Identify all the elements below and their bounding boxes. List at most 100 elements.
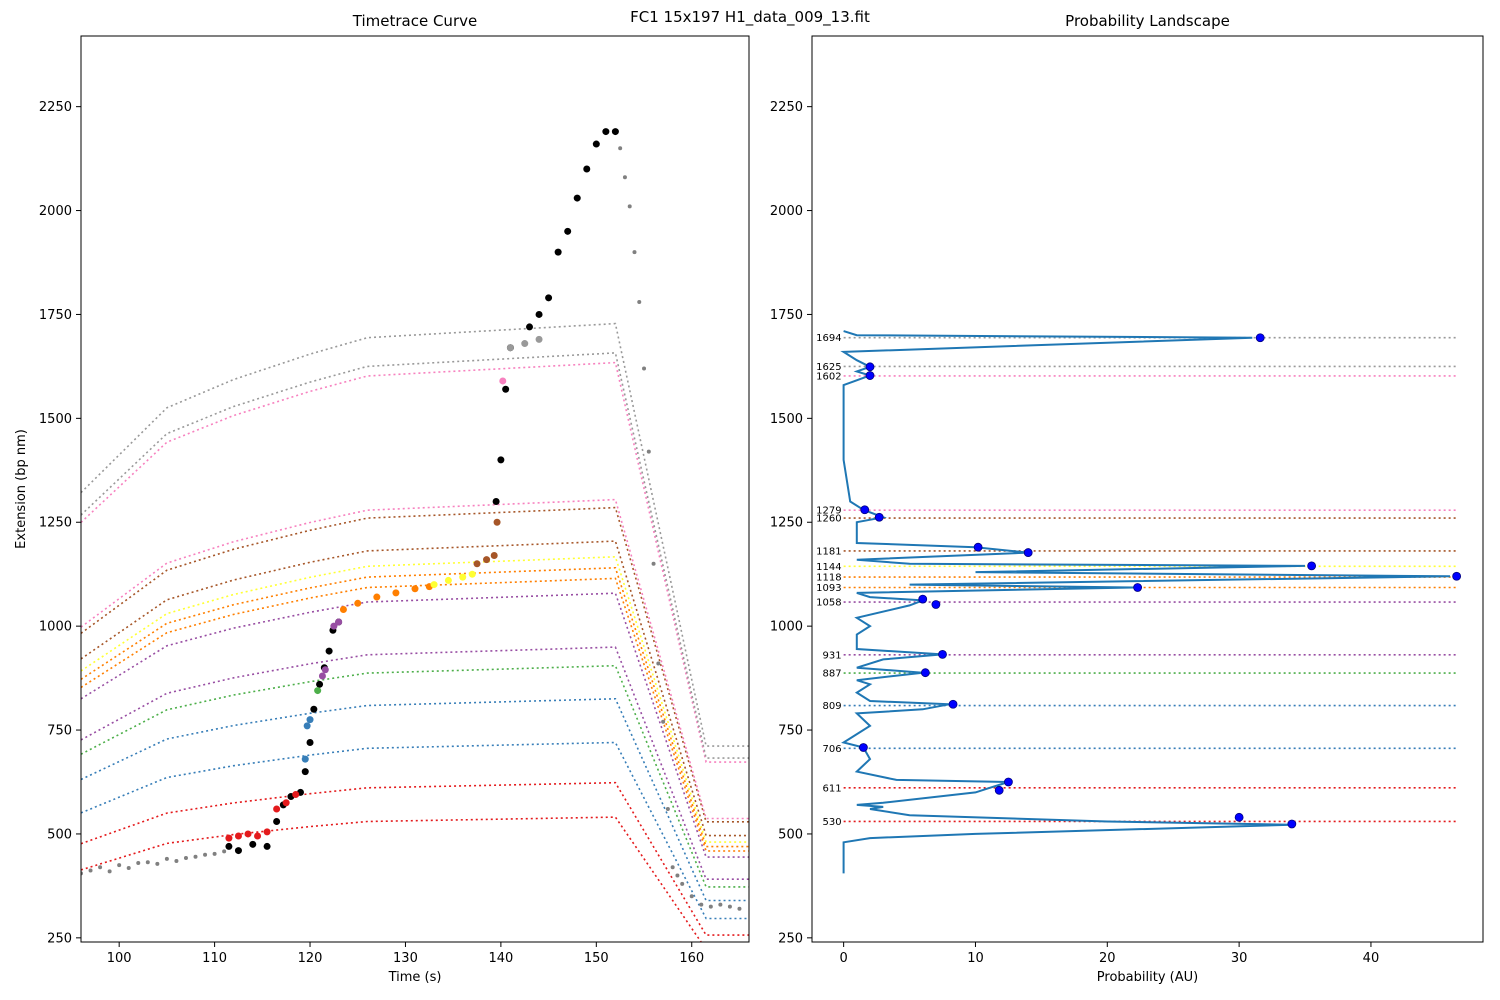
data-point	[497, 456, 505, 464]
level-curve	[81, 646, 749, 881]
data-point	[526, 323, 534, 331]
data-point	[499, 377, 507, 385]
data-point	[155, 861, 160, 866]
data-point	[254, 832, 262, 840]
data-point	[554, 248, 562, 256]
data-point	[573, 194, 581, 202]
data-point	[310, 705, 318, 713]
x-tick-label: 140	[488, 951, 513, 966]
data-point	[680, 881, 685, 886]
data-point	[234, 832, 242, 840]
data-point	[411, 585, 419, 593]
series-points	[318, 618, 343, 680]
data-point	[145, 860, 150, 865]
level-curve	[81, 498, 749, 820]
peak-marker	[1133, 583, 1143, 592]
data-point	[632, 250, 637, 255]
data-point	[325, 647, 333, 655]
y-tick-label: 1250	[39, 516, 72, 531]
data-point	[651, 561, 656, 566]
data-point	[506, 344, 514, 352]
level-curve	[81, 566, 749, 848]
data-point	[107, 869, 112, 874]
level-label: 706	[823, 744, 842, 755]
data-point	[468, 570, 476, 578]
data-point	[670, 865, 675, 870]
peak-marker	[1307, 561, 1317, 571]
data-point	[126, 866, 131, 871]
data-point	[583, 165, 591, 173]
data-point	[727, 904, 732, 909]
data-point	[222, 849, 227, 854]
peak-marker	[859, 743, 868, 752]
peak-marker	[948, 699, 958, 709]
y-tick-label: 1000	[39, 620, 72, 635]
data-point	[306, 716, 314, 724]
data-point	[656, 661, 661, 666]
data-point	[263, 828, 271, 836]
data-point	[490, 551, 498, 559]
y-tick-label: 2000	[39, 204, 72, 219]
data-point	[282, 799, 290, 807]
y-axis-label: Extension (bp nm)	[14, 429, 29, 549]
x-tick-label: 10	[967, 951, 984, 966]
data-point	[637, 299, 642, 304]
data-point	[263, 842, 271, 850]
data-point	[473, 560, 481, 568]
data-point	[301, 755, 309, 763]
y-tick-label: 500	[47, 827, 72, 842]
chart-title: Probability Landscape	[1065, 12, 1230, 30]
plot-area	[81, 128, 749, 942]
level-curve	[81, 816, 703, 942]
level-label: 1093	[816, 583, 841, 594]
y-tick-label: 2250	[770, 100, 803, 115]
data-point	[225, 842, 233, 850]
level-curve	[81, 361, 749, 763]
data-point	[602, 128, 610, 136]
y-tick-label: 1500	[39, 412, 72, 427]
peak-marker	[865, 362, 875, 372]
y-tick-label: 1750	[770, 308, 803, 323]
data-point	[444, 576, 452, 584]
x-axis-label: Time (s)	[388, 970, 442, 985]
data-point	[339, 606, 347, 614]
x-tick-label: 30	[1231, 951, 1248, 966]
data-point	[665, 807, 670, 812]
peak-marker	[1287, 819, 1297, 829]
level-label: 1118	[816, 573, 841, 584]
peak-marker	[865, 371, 875, 380]
data-point	[321, 666, 329, 674]
level-label: 1602	[816, 371, 841, 382]
data-point	[301, 768, 309, 776]
data-point	[234, 847, 242, 855]
data-point	[318, 672, 326, 680]
level-label: 1260	[816, 514, 841, 525]
data-point	[737, 906, 742, 911]
probability-curve	[840, 330, 1451, 874]
level-curve	[81, 577, 749, 852]
series-points	[473, 518, 501, 568]
chart-title: Timetrace Curve	[352, 12, 477, 30]
level-label: 887	[823, 669, 842, 680]
series-points	[225, 128, 619, 855]
data-point	[193, 854, 198, 859]
data-point	[330, 622, 338, 630]
data-point	[273, 805, 281, 813]
data-point	[354, 599, 362, 607]
x-tick-label: 110	[202, 951, 227, 966]
peak-marker	[931, 600, 941, 609]
level-curve	[81, 741, 749, 920]
data-point	[249, 840, 257, 848]
y-tick-label: 750	[778, 724, 803, 739]
peak-marker	[920, 668, 930, 678]
data-point	[117, 863, 122, 868]
level-curve	[81, 555, 749, 843]
data-point	[708, 904, 713, 909]
peak-marker	[1452, 571, 1462, 581]
level-curve	[81, 506, 749, 823]
data-point	[212, 851, 217, 856]
data-point	[483, 556, 491, 564]
data-point	[174, 858, 179, 863]
data-point	[627, 204, 632, 209]
